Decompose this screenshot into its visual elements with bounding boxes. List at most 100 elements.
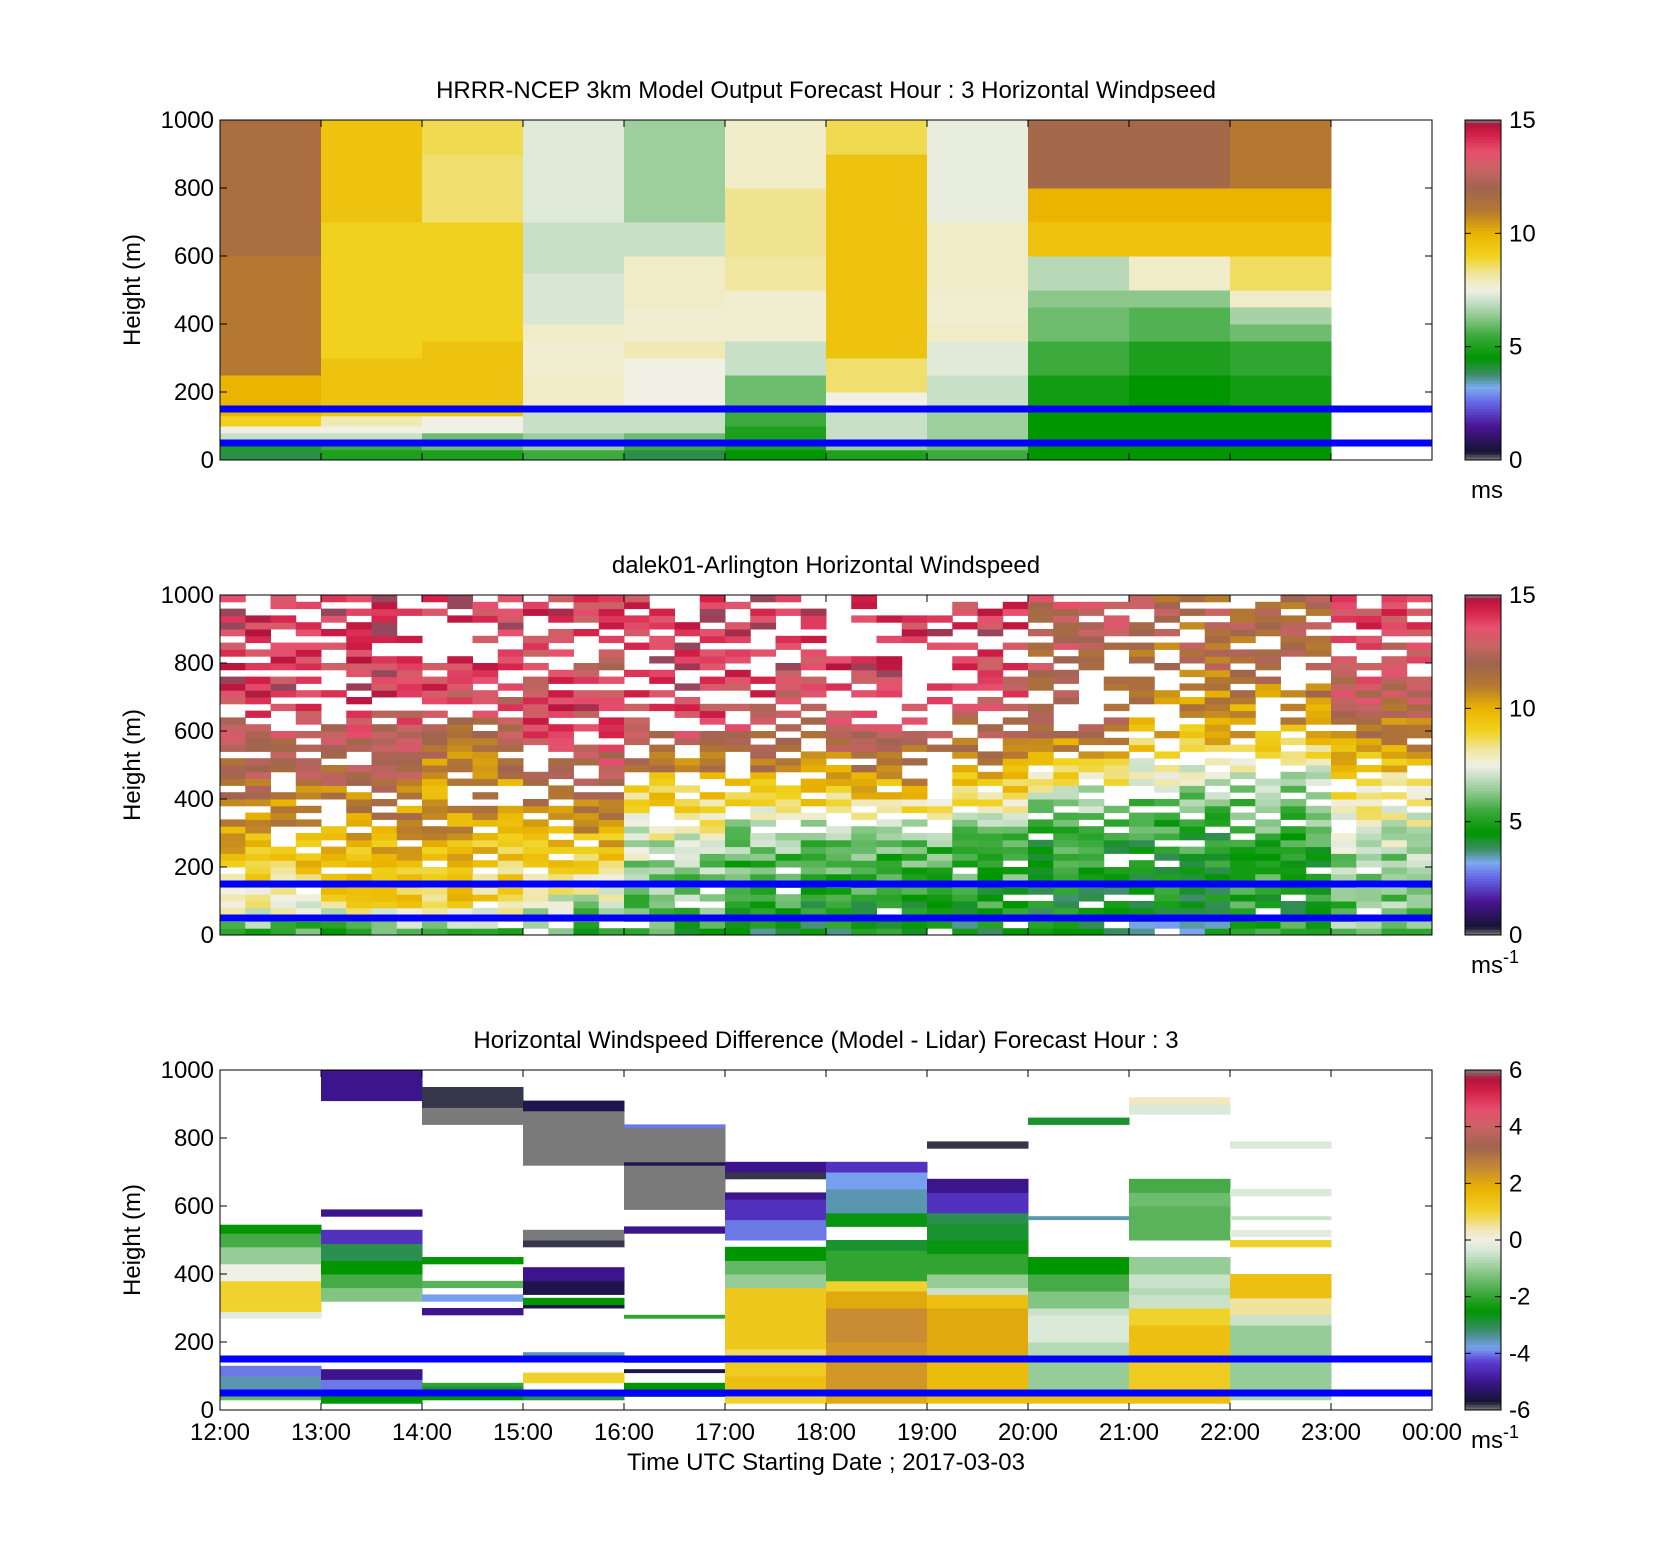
heatmap-cell [573,907,600,916]
heatmap-cell [750,615,776,623]
heatmap-cell [346,778,372,786]
colorbar-segment [1465,1200,1501,1204]
heatmap-cell [927,449,1029,461]
heatmap-cell [699,921,726,929]
heatmap-cell [346,819,372,827]
heatmap-cell [977,649,1004,657]
colorbar-segment [1465,818,1501,822]
heatmap-cell [826,826,852,834]
heatmap-cell [1103,846,1130,854]
colorbar-segment [1465,428,1501,432]
heatmap-cell [295,873,322,882]
heatmap-cell [649,676,675,684]
heatmap-cell [447,697,473,705]
colorbar-segment [1465,844,1501,848]
heatmap-cell [750,758,776,766]
heatmap-cell [977,771,1004,780]
heatmap-cell [1230,1297,1332,1316]
heatmap-cell [1078,785,1105,793]
heatmap-cell [422,1393,524,1401]
colorbar-segment [1465,784,1501,788]
heatmap-cell [1356,622,1382,630]
colorbar-tick-label: 15 [1509,582,1536,609]
colorbar-segment [1465,878,1501,882]
heatmap-cell [548,690,574,698]
heatmap-cell [800,676,827,684]
heatmap-cell [245,901,271,909]
colorbar-segment [1465,1098,1501,1102]
heatmap-cell [901,873,928,882]
heatmap-cell [396,894,423,902]
heatmap-cell [245,737,271,746]
colorbar-segment [1465,866,1501,871]
heatmap-cell [1078,873,1105,882]
heatmap-cell [624,1226,726,1234]
heatmap-cell [422,1308,524,1316]
heatmap-cell [901,907,928,916]
heatmap-cell [1154,785,1180,793]
heatmap-cell [1179,785,1206,793]
heatmap-cell [624,853,650,861]
heatmap-cell [523,778,549,786]
heatmap-cell [1305,635,1332,644]
heatmap-cell [1280,615,1307,623]
heatmap-cell [1230,307,1332,325]
heatmap-cell [649,615,675,623]
heatmap-cell [245,785,271,793]
heatmap-cell [1356,724,1382,732]
colorbar-segment [1465,659,1501,664]
heatmap-cell [674,928,701,936]
y-tick-label: 0 [201,1397,214,1424]
heatmap-cell [1103,737,1130,746]
heatmap-cell [624,805,650,814]
heatmap-cell [775,853,802,861]
heatmap-cell [598,690,625,698]
heatmap-cell [775,690,802,698]
colorbar-segment [1465,1149,1501,1153]
colorbar-segment [1465,386,1501,390]
heatmap-cell [1406,751,1433,759]
heatmap-cell [1305,873,1332,882]
heatmap-cell [750,873,776,882]
colorbar-segment [1465,623,1501,627]
colorbar-segment [1465,425,1501,430]
colorbar-segment [1465,608,1501,613]
heatmap-cell [624,642,650,650]
heatmap-cell [523,273,625,325]
heatmap-cell [270,663,297,671]
heatmap-cell [1280,785,1307,793]
heatmap-cell [927,697,953,705]
heatmap-cell [1356,778,1382,786]
colorbar-segment [1465,363,1501,367]
heatmap-cell [1230,375,1332,410]
heatmap-cell [624,785,650,793]
heatmap-cell [1356,737,1382,746]
heatmap-cell [927,341,1029,376]
colorbar-tick-label: 10 [1509,695,1536,722]
heatmap-cell [927,744,953,752]
colorbar-segment [1465,456,1501,461]
x-tick-label: 14:00 [392,1419,452,1446]
heatmap-cell [725,928,751,936]
heatmap-cell [1255,846,1281,854]
colorbar-tick-label: 2 [1509,1170,1522,1197]
heatmap-cell [598,812,625,820]
colorbar-segment [1465,1361,1501,1365]
heatmap-cell [977,805,1004,814]
heatmap-cell [1280,724,1307,732]
heatmap-cell [649,867,675,875]
heatmap-cell [1028,1274,1130,1292]
heatmap-cell [901,833,928,841]
heatmap-cell [851,839,877,848]
heatmap-cell [927,860,953,868]
heatmap-cell [1305,649,1332,657]
heatmap-cell [1230,1216,1332,1221]
heatmap-cell [548,615,574,623]
heatmap-cell [270,703,297,712]
heatmap-cell [472,894,499,902]
heatmap-cell [876,860,903,868]
heatmap-cell [851,846,877,854]
heatmap-cell [649,833,675,841]
heatmap-cell [1204,839,1231,848]
heatmap-cell [977,826,1004,834]
